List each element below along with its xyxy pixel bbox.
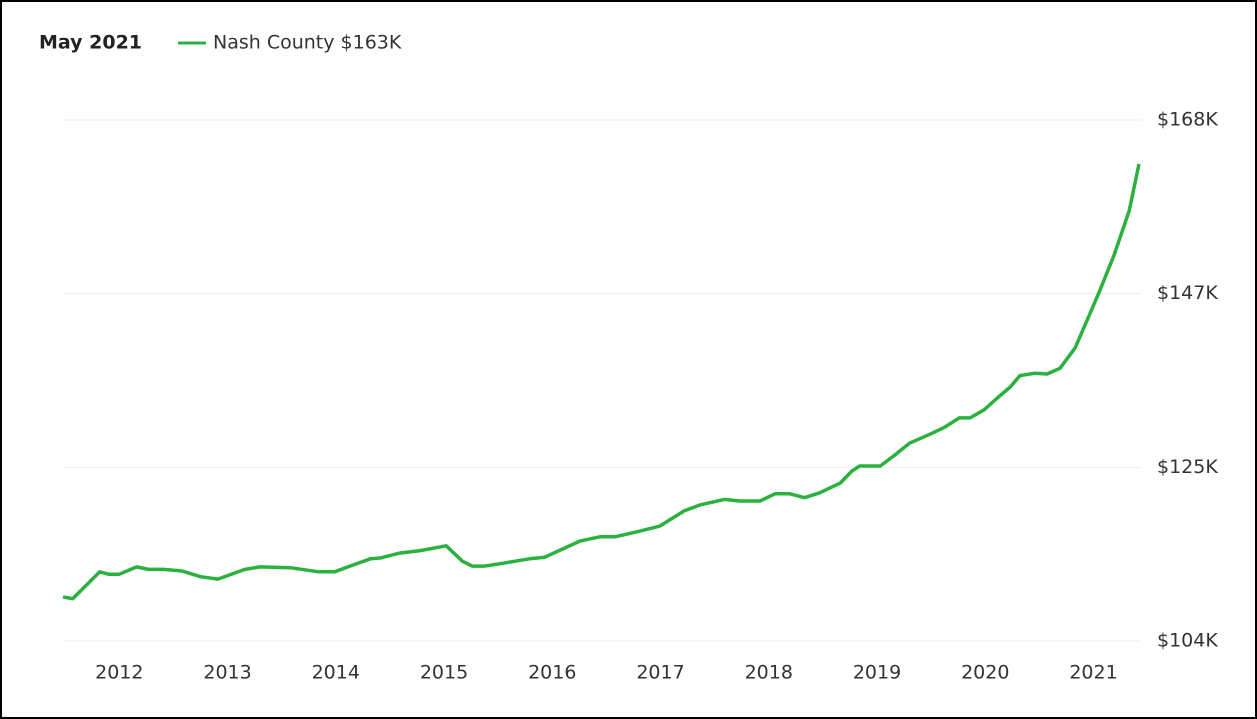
x-tick-label: 2012: [95, 662, 143, 684]
line-series: [62, 163, 1141, 601]
x-tick-label: 2020: [961, 662, 1009, 684]
chart-title: May 2021: [39, 32, 142, 54]
y-tick-label: $168K: [1157, 109, 1218, 131]
x-tick-label: 2021: [1069, 662, 1117, 684]
x-tick-label: 2019: [853, 662, 901, 684]
x-tick-label: 2017: [636, 662, 684, 684]
x-tick-label: 2015: [420, 662, 468, 684]
x-tick-label: 2013: [203, 662, 251, 684]
x-tick-label: 2014: [312, 662, 360, 684]
x-tick-label: 2018: [745, 662, 793, 684]
y-tick-label: $104K: [1157, 630, 1218, 652]
y-tick-label: $147K: [1157, 282, 1218, 304]
legend-entry: Nash County $163K: [213, 32, 402, 54]
x-tick-label: 2016: [528, 662, 576, 684]
y-tick-label: $125K: [1157, 456, 1218, 478]
